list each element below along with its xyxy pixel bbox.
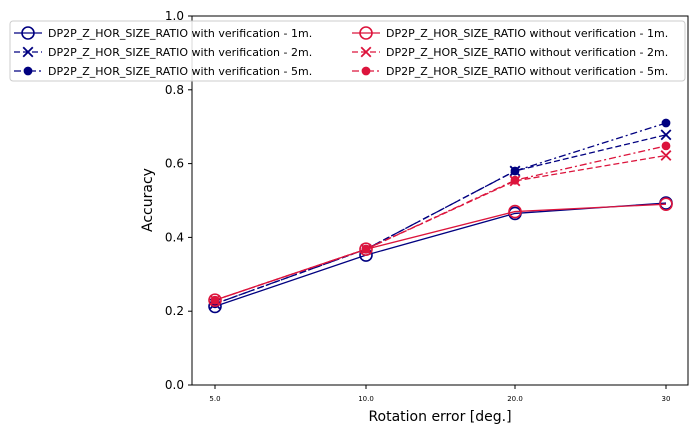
data-point [661, 118, 671, 128]
legend-swatch-marker [361, 66, 371, 76]
data-point [361, 244, 371, 254]
series-layer [208, 118, 673, 314]
x-tick-label: 10.0 [358, 395, 374, 403]
ticks: 0.0 0.2 0.4 0.6 0.8 1.0 5.0 10.0 20.0 30 [165, 9, 671, 403]
x-axis-label: Rotation error [deg.] [368, 409, 511, 425]
legend-swatch-marker [21, 26, 35, 40]
y-tick-label: 0.6 [165, 157, 184, 171]
legend-label: DP2P_Z_HOR_SIZE_RATIO without verificati… [386, 65, 668, 78]
legend-box [9, 20, 686, 82]
data-point [508, 204, 522, 219]
x-tick-label: 20.0 [507, 395, 523, 403]
legend-item-2: DP2P_Z_HOR_SIZE_RATIO with verification … [14, 46, 312, 59]
y-tick-label: 0.2 [165, 304, 184, 318]
legend-label: DP2P_Z_HOR_SIZE_RATIO without verificati… [386, 46, 668, 59]
legend-label: DP2P_Z_HOR_SIZE_RATIO without verificati… [386, 27, 668, 40]
y-tick-label: 0.4 [165, 230, 184, 244]
data-point [510, 166, 520, 176]
legend-item-6: DP2P_Z_HOR_SIZE_RATIO without verificati… [352, 65, 668, 78]
legend-item-3: DP2P_Z_HOR_SIZE_RATIO with verification … [14, 65, 312, 78]
data-point [208, 293, 222, 307]
series-line [214, 134, 667, 305]
data-point [659, 197, 673, 211]
series-6 [210, 141, 671, 305]
data-point [510, 175, 520, 185]
legend-label: DP2P_Z_HOR_SIZE_RATIO with verification … [48, 27, 312, 40]
legend-swatch-marker [22, 46, 34, 58]
legend-item-1: DP2P_Z_HOR_SIZE_RATIO with verification … [14, 26, 312, 40]
data-point [661, 141, 671, 151]
legend-swatch-marker [359, 26, 373, 40]
y-tick-label: 0.0 [165, 378, 184, 392]
y-axis-label: Accuracy [140, 168, 156, 232]
legend-label: DP2P_Z_HOR_SIZE_RATIO with verification … [48, 65, 312, 78]
axes-frame [191, 15, 689, 386]
series-5 [209, 150, 672, 306]
legend-item-5: DP2P_Z_HOR_SIZE_RATIO without verificati… [352, 46, 668, 59]
legend-swatch-marker [360, 46, 372, 58]
plot-area [191, 15, 689, 386]
legend: DP2P_Z_HOR_SIZE_RATIO with verification … [9, 20, 686, 82]
y-tick-label: 1.0 [165, 9, 184, 23]
x-tick-label: 30 [662, 395, 671, 403]
x-tick-label: 5.0 [209, 395, 220, 403]
legend-swatch-marker [23, 66, 33, 76]
data-point [660, 150, 672, 161]
series-line [214, 122, 667, 305]
series-3 [210, 118, 671, 309]
series-2 [209, 129, 672, 310]
series-line [214, 154, 667, 301]
series-line [214, 202, 667, 308]
y-tick-label: 0.8 [165, 83, 184, 97]
legend-item-4: DP2P_Z_HOR_SIZE_RATIO without verificati… [352, 26, 668, 40]
data-point [660, 129, 672, 141]
legend-label: DP2P_Z_HOR_SIZE_RATIO with verification … [48, 46, 312, 59]
data-point [359, 242, 373, 257]
data-point [210, 295, 220, 305]
series-line [214, 203, 667, 301]
series-line [214, 145, 667, 301]
